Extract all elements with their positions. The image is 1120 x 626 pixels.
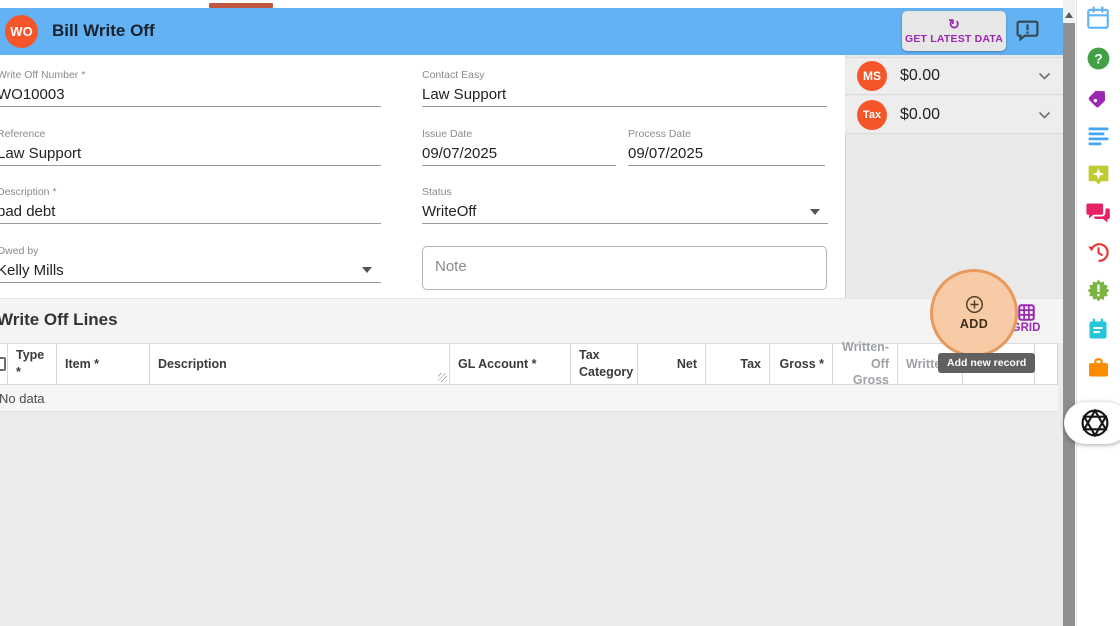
svg-text:?: ? [1094, 50, 1103, 66]
lines-section-header [0, 298, 1063, 343]
owed-by-caret-icon[interactable] [362, 267, 372, 273]
chevron-down-icon[interactable] [1038, 72, 1051, 80]
add-circle-icon [965, 295, 983, 314]
owed-by-label: Owed by [0, 245, 39, 257]
lines-section-title: Write Off Lines [0, 310, 118, 329]
column-net[interactable]: Net [638, 344, 706, 384]
tab-indicator [209, 3, 273, 8]
get-latest-data-label: GET LATEST DATA [904, 32, 1004, 45]
column-gross[interactable]: Gross * [770, 344, 833, 384]
column-empty [1035, 344, 1058, 384]
calendar-icon[interactable] [1085, 5, 1111, 31]
status-label: Status [422, 186, 452, 198]
feedback-bubble-icon[interactable] [1016, 20, 1039, 46]
activity-list-icon[interactable] [1085, 123, 1111, 149]
description-input[interactable]: bad debt [0, 203, 56, 220]
chat-icon[interactable] [1085, 200, 1111, 226]
tax-total-row[interactable]: Tax $0.00 [845, 96, 1063, 134]
app-logo-icon [1081, 408, 1109, 438]
grid-icon [1017, 304, 1035, 321]
tag-icon[interactable] [1085, 84, 1111, 110]
status-select[interactable]: WriteOff [422, 203, 477, 220]
refresh-icon: ↻ [948, 15, 960, 32]
sparkle-badge-icon[interactable] [1085, 161, 1111, 187]
get-latest-data-button[interactable]: ↻ GET LATEST DATA [902, 11, 1006, 51]
top-strip [0, 0, 1063, 8]
add-tooltip: Add new record [938, 353, 1036, 373]
app-header [0, 8, 1063, 55]
column-written-off-gross[interactable]: Written-Off Gross [833, 340, 898, 387]
status-caret-icon[interactable] [810, 209, 820, 215]
ms-total-row[interactable]: MS $0.00 [845, 57, 1063, 95]
reference-input[interactable]: Law Support [0, 145, 82, 162]
select-all-checkbox[interactable] [0, 344, 8, 384]
no-data-row: No data [0, 385, 1058, 412]
app-logo-button[interactable] [1064, 402, 1120, 444]
resize-handle[interactable] [438, 373, 447, 382]
column-tax-category[interactable]: Tax Category [571, 344, 638, 384]
column-item[interactable]: Item * [57, 344, 150, 384]
add-button-highlighted[interactable]: ADD [930, 269, 1018, 357]
reference-label: Reference [0, 128, 46, 140]
column-description[interactable]: Description [150, 344, 450, 384]
add-label: ADD [959, 317, 989, 331]
no-data-label: No data [0, 391, 45, 406]
contact-easy-label: Contact Easy [422, 69, 485, 81]
scrollbar-thumb[interactable] [1063, 23, 1075, 626]
grid-button[interactable]: GRID [1005, 299, 1047, 339]
totals-panel [845, 55, 1063, 298]
alert-burst-icon[interactable] [1085, 277, 1111, 303]
help-icon[interactable]: ? [1085, 45, 1111, 71]
ms-badge: MS [857, 61, 887, 91]
write-off-number-label: Write Off Number * [0, 69, 86, 81]
column-type[interactable]: Type * [8, 344, 57, 384]
grid-label: GRID [1011, 322, 1041, 334]
description-label: Description * [0, 186, 57, 198]
page-title: Bill Write Off [52, 21, 155, 40]
wo-badge: WO [5, 15, 38, 48]
column-tax[interactable]: Tax [706, 344, 770, 384]
chevron-down-icon[interactable] [1038, 111, 1051, 119]
briefcase-icon[interactable] [1085, 355, 1111, 381]
lines-table-header: Type * Item * Description GL Account * T… [0, 340, 1058, 387]
scrollbar-up-arrow-icon[interactable] [1065, 12, 1073, 18]
column-gl-account[interactable]: GL Account * [450, 344, 571, 384]
process-date-input[interactable]: 09/07/2025 [628, 145, 704, 162]
tax-amount: $0.00 [900, 105, 941, 123]
process-date-label: Process Date [628, 128, 692, 140]
contact-easy-input[interactable]: Law Support [422, 86, 507, 103]
history-icon[interactable] [1085, 239, 1111, 265]
issue-date-label: Issue Date [422, 128, 473, 140]
ms-amount: $0.00 [900, 67, 941, 84]
write-off-number-input[interactable]: WO10003 [0, 86, 65, 103]
issue-date-input[interactable]: 09/07/2025 [422, 145, 498, 162]
note-input[interactable]: Note [422, 246, 827, 290]
tax-badge: Tax [857, 99, 887, 130]
notes-calendar-icon[interactable] [1085, 316, 1111, 342]
owed-by-select[interactable]: Kelly Mills [0, 262, 64, 279]
